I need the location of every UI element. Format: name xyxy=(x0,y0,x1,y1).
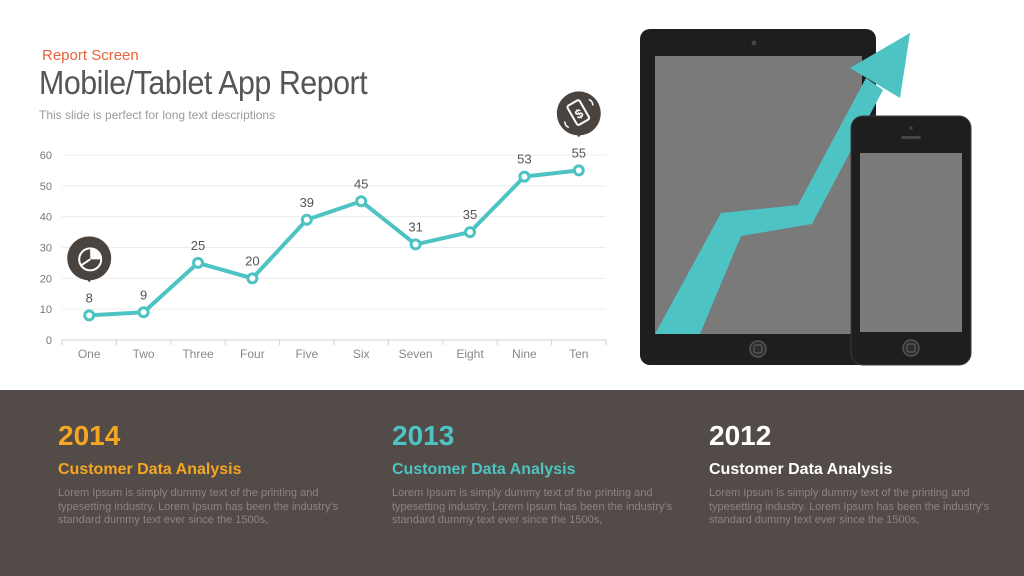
y-tick-label: 60 xyxy=(40,150,52,162)
data-label: 35 xyxy=(463,207,477,222)
y-tick-label: 40 xyxy=(40,212,52,224)
x-tick-label: Seven xyxy=(399,347,433,361)
page-description: This slide is perfect for long text desc… xyxy=(39,108,276,122)
pie-slice xyxy=(90,248,102,260)
data-point xyxy=(83,309,96,322)
signal-wave xyxy=(588,98,594,106)
x-tick-label: One xyxy=(78,347,101,361)
x-tick-label: Nine xyxy=(512,347,537,361)
data-point xyxy=(409,238,422,251)
x-tick-label: Six xyxy=(353,347,370,361)
y-tick-label: 50 xyxy=(40,181,52,193)
data-point xyxy=(300,213,313,226)
marker-badge xyxy=(556,91,601,136)
data-label: 25 xyxy=(191,238,205,253)
data-label: 9 xyxy=(140,287,147,302)
series-polyline xyxy=(87,168,581,318)
column-heading: Customer Data Analysis xyxy=(392,461,576,478)
money-phone-icon: $ xyxy=(556,91,601,138)
y-tick-label: 0 xyxy=(46,335,52,347)
data-label: 8 xyxy=(86,290,93,305)
data-point xyxy=(355,195,368,208)
data-point xyxy=(137,306,150,319)
line-chart: 0 10 20 30 40 50 60 One Two Three Four Five Six Seve… xyxy=(40,91,607,361)
data-label: 31 xyxy=(408,219,422,234)
column-body: Lorem Ipsum is simply dummy text of the … xyxy=(58,487,339,526)
data-point xyxy=(518,170,531,183)
page-title: Mobile/Tablet App Report xyxy=(39,64,368,101)
marker-badge xyxy=(67,236,112,281)
phone-device xyxy=(850,115,972,366)
footer-panel: 2014 Customer Data Analysis Lorem Ipsum … xyxy=(0,390,1024,576)
data-label: 45 xyxy=(354,176,368,191)
column-body: Lorem Ipsum is simply dummy text of the … xyxy=(392,487,673,526)
data-label: 53 xyxy=(517,152,531,167)
x-tick-label: Eight xyxy=(456,347,484,361)
data-label: 55 xyxy=(572,145,586,160)
pie-chart-icon xyxy=(67,236,112,283)
column-heading: Customer Data Analysis xyxy=(709,461,893,478)
signal-wave xyxy=(564,121,570,129)
x-tick-label: Five xyxy=(295,347,318,361)
x-tick-label: Three xyxy=(182,347,214,361)
year-label: 2013 xyxy=(392,420,455,451)
callout-markers: $ xyxy=(67,91,601,283)
pie-divider xyxy=(80,258,91,267)
data-label: 39 xyxy=(300,195,314,210)
column-body: Lorem Ipsum is simply dummy text of the … xyxy=(709,487,990,526)
y-tick-label: 30 xyxy=(40,243,52,255)
data-points xyxy=(83,164,585,322)
data-point xyxy=(246,272,259,285)
x-tick-label: Ten xyxy=(569,347,588,361)
year-label: 2012 xyxy=(709,420,772,451)
data-point xyxy=(464,226,476,239)
column-heading: Customer Data Analysis xyxy=(58,461,242,478)
y-axis-ticks: 0 10 20 30 40 50 60 xyxy=(40,150,52,347)
y-tick-label: 10 xyxy=(40,304,52,316)
trend-arrow xyxy=(655,33,910,334)
device-illustration xyxy=(640,29,972,366)
report-tag: Report Screen xyxy=(42,47,139,64)
data-labels: 8 9 25 20 39 45 31 35 53 55 xyxy=(86,145,586,305)
data-point xyxy=(572,164,585,177)
x-axis-ticks: One Two Three Four Five Six Seven Eight Nine Ten xyxy=(61,340,607,361)
y-tick-label: 20 xyxy=(40,273,52,285)
series-line xyxy=(87,168,581,318)
x-tick-label: Two xyxy=(133,347,155,361)
data-label: 20 xyxy=(245,253,259,268)
year-label: 2014 xyxy=(58,420,121,451)
phone-outline xyxy=(566,99,591,126)
grid-lines xyxy=(62,154,606,341)
data-point xyxy=(192,256,204,269)
x-tick-label: Four xyxy=(240,347,265,361)
